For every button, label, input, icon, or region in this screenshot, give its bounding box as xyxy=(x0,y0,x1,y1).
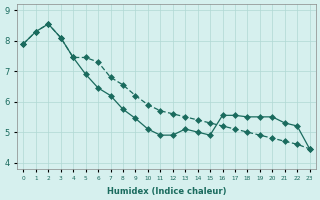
X-axis label: Humidex (Indice chaleur): Humidex (Indice chaleur) xyxy=(107,187,226,196)
